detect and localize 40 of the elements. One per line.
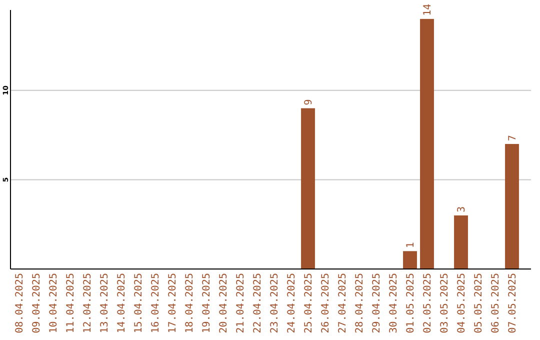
x-tick-label: 17.04.2025: [168, 273, 178, 334]
x-tick-label: 16.04.2025: [150, 273, 162, 334]
x-tick-label: 13.04.2025: [100, 273, 110, 334]
x-tick-label: 04.05.2025: [456, 273, 468, 334]
x-tick-label: 21.04.2025: [236, 273, 246, 334]
data-label: 7: [508, 134, 518, 141]
x-tick-label: 28.04.2025: [354, 273, 366, 334]
data-label: 14: [422, 4, 434, 16]
x-tick-label: 15.04.2025: [134, 273, 144, 334]
x-tick-label: 09.04.2025: [32, 273, 42, 334]
x-tick-label: 30.04.2025: [388, 273, 400, 334]
x-tick-label: 03.05.2025: [440, 273, 450, 334]
x-tick-label: 24.04.2025: [286, 273, 298, 334]
x-tick-label: 11.04.2025: [66, 273, 76, 334]
bar: [301, 108, 315, 269]
x-tick-label: 06.05.2025: [490, 273, 502, 334]
x-tick-label: 19.04.2025: [202, 273, 212, 334]
bar: [420, 18, 434, 269]
x-tick-label: 05.05.2025: [474, 273, 484, 334]
x-tick-label: 08.04.2025: [14, 273, 26, 334]
x-tick-label: 20.04.2025: [218, 273, 230, 334]
x-tick-label: 10.04.2025: [48, 273, 60, 334]
bar: [454, 215, 468, 269]
x-tick-label: 27.04.2025: [338, 273, 348, 334]
x-tick-label: 26.04.2025: [320, 273, 332, 334]
x-tick-label: 12.04.2025: [82, 273, 94, 334]
x-tick-label: 23.04.2025: [270, 273, 280, 334]
data-label: 1: [406, 242, 416, 248]
x-tick-label: 29.04.2025: [372, 273, 382, 334]
data-label: 9: [304, 99, 314, 106]
bar: [403, 251, 417, 269]
x-tick-label: 25.04.2025: [304, 273, 314, 334]
x-tick-label: 02.05.2025: [422, 273, 434, 334]
x-tick-label: 14.04.2025: [116, 273, 128, 334]
x-tick-label: 18.04.2025: [184, 273, 196, 334]
bar: [505, 144, 519, 269]
data-label: 3: [456, 206, 468, 212]
x-tick-label: 22.04.2025: [252, 273, 264, 334]
x-tick-label: 01.05.2025: [406, 273, 416, 334]
x-tick-label: 07.05.2025: [508, 273, 518, 334]
